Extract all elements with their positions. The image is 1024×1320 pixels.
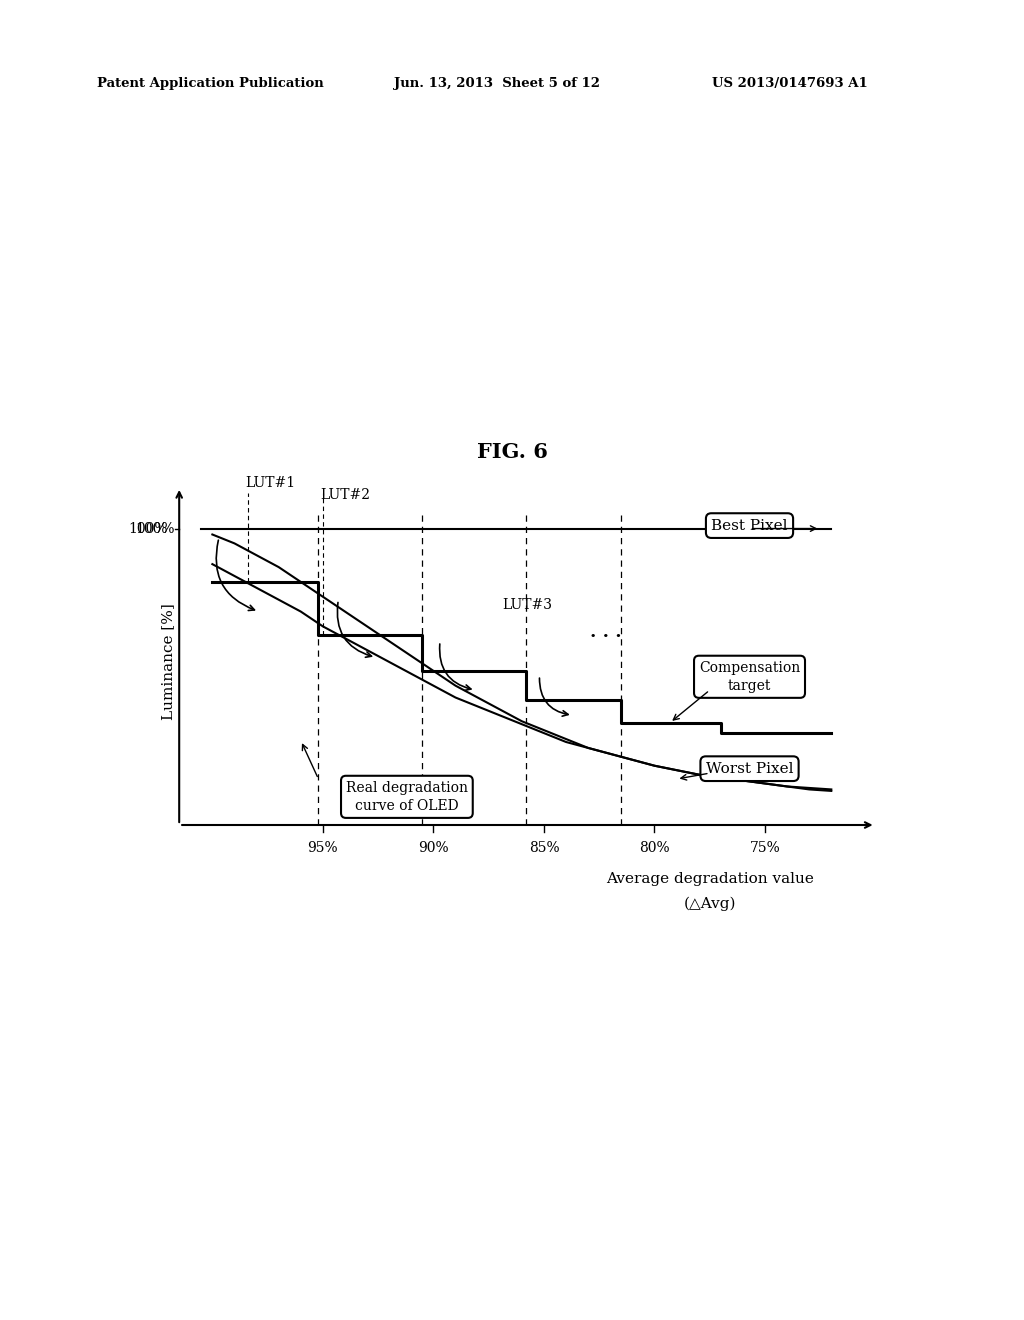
Text: FIG. 6: FIG. 6 <box>476 442 548 462</box>
Text: 95%: 95% <box>307 841 338 855</box>
Text: 85%: 85% <box>528 841 559 855</box>
Text: LUT#3: LUT#3 <box>502 598 552 611</box>
Text: 80%: 80% <box>639 841 670 855</box>
Text: LUT#2: LUT#2 <box>321 488 371 502</box>
Text: Average degradation value: Average degradation value <box>606 873 814 887</box>
Text: 75%: 75% <box>750 841 780 855</box>
Text: Patent Application Publication: Patent Application Publication <box>97 77 324 90</box>
Text: Best Pixel: Best Pixel <box>712 519 787 532</box>
Text: (△Avg): (△Avg) <box>683 896 736 911</box>
Text: 100%: 100% <box>135 521 175 536</box>
Text: 90%: 90% <box>418 841 449 855</box>
Text: US 2013/0147693 A1: US 2013/0147693 A1 <box>712 77 867 90</box>
Text: Compensation
target: Compensation target <box>699 660 800 693</box>
Text: Jun. 13, 2013  Sheet 5 of 12: Jun. 13, 2013 Sheet 5 of 12 <box>394 77 600 90</box>
Text: Luminance [%]: Luminance [%] <box>161 603 175 721</box>
Text: . . .: . . . <box>590 623 622 642</box>
Text: LUT#1: LUT#1 <box>246 477 296 490</box>
Text: Real degradation
curve of OLED: Real degradation curve of OLED <box>346 780 468 813</box>
Text: 100%: 100% <box>129 521 168 536</box>
Text: Worst Pixel: Worst Pixel <box>706 762 794 776</box>
